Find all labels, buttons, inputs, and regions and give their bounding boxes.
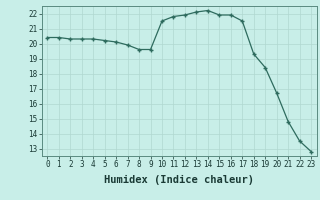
X-axis label: Humidex (Indice chaleur): Humidex (Indice chaleur) (104, 175, 254, 185)
